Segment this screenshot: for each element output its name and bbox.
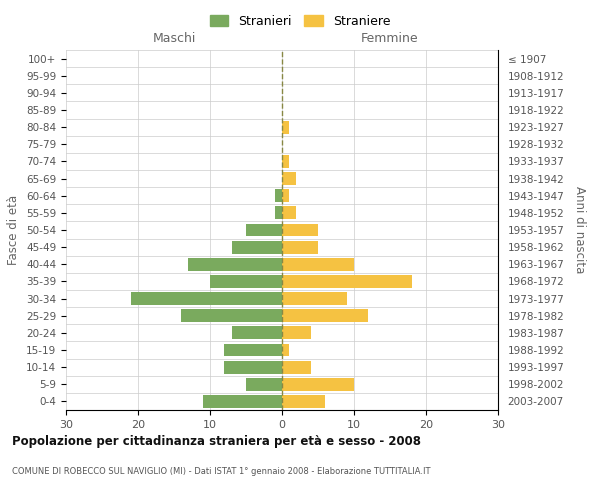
Bar bbox=[282, 240, 318, 254]
Bar bbox=[210, 275, 282, 288]
Bar bbox=[282, 292, 347, 305]
Text: Popolazione per cittadinanza straniera per età e sesso - 2008: Popolazione per cittadinanza straniera p… bbox=[12, 435, 421, 448]
Text: Femmine: Femmine bbox=[361, 32, 419, 45]
Bar bbox=[282, 258, 354, 270]
Bar bbox=[282, 395, 325, 408]
Bar bbox=[282, 310, 368, 322]
Bar bbox=[224, 360, 282, 374]
Bar bbox=[203, 395, 282, 408]
Bar bbox=[282, 206, 296, 220]
Bar bbox=[232, 240, 282, 254]
Text: COMUNE DI ROBECCO SUL NAVIGLIO (MI) - Dati ISTAT 1° gennaio 2008 - Elaborazione : COMUNE DI ROBECCO SUL NAVIGLIO (MI) - Da… bbox=[12, 468, 431, 476]
Bar bbox=[232, 326, 282, 340]
Bar bbox=[246, 378, 282, 390]
Y-axis label: Fasce di età: Fasce di età bbox=[7, 195, 20, 265]
Bar bbox=[224, 344, 282, 356]
Bar bbox=[131, 292, 282, 305]
Bar bbox=[188, 258, 282, 270]
Bar bbox=[282, 378, 354, 390]
Bar bbox=[282, 326, 311, 340]
Bar bbox=[275, 190, 282, 202]
Bar bbox=[282, 155, 289, 168]
Bar bbox=[246, 224, 282, 236]
Bar bbox=[282, 344, 289, 356]
Bar bbox=[275, 206, 282, 220]
Bar bbox=[282, 190, 289, 202]
Bar bbox=[282, 224, 318, 236]
Y-axis label: Anni di nascita: Anni di nascita bbox=[573, 186, 586, 274]
Legend: Stranieri, Straniere: Stranieri, Straniere bbox=[206, 11, 394, 32]
Text: Maschi: Maschi bbox=[152, 32, 196, 45]
Bar bbox=[282, 172, 296, 185]
Bar bbox=[282, 120, 289, 134]
Bar bbox=[282, 360, 311, 374]
Bar bbox=[282, 275, 412, 288]
Bar bbox=[181, 310, 282, 322]
